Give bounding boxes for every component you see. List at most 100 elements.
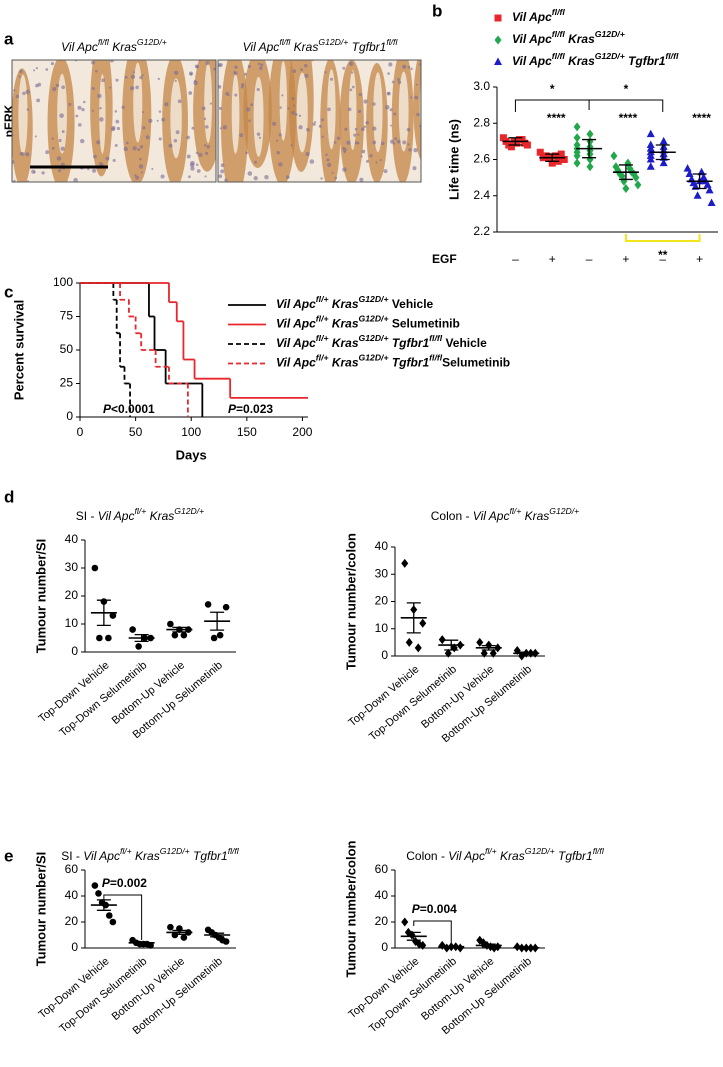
- x-tick-label: 150: [237, 425, 257, 439]
- villus-core: [204, 63, 213, 144]
- text-run: Kras: [565, 54, 595, 68]
- nucleus: [142, 111, 145, 114]
- y-tick-label: 20: [65, 914, 79, 928]
- nucleus: [22, 91, 26, 96]
- nucleus: [220, 163, 225, 168]
- text-run: fl/+: [316, 314, 329, 324]
- nucleus: [241, 83, 245, 87]
- legend-label: Vil Apcfl/fl KrasG12D/+: [512, 29, 625, 46]
- significance: *: [624, 82, 629, 96]
- nucleus: [418, 63, 421, 66]
- nucleus: [158, 137, 162, 141]
- nucleus: [253, 160, 257, 164]
- text-run: Colon -: [431, 509, 473, 523]
- y-tick-label: 60: [65, 862, 79, 876]
- text-run: P: [103, 402, 112, 416]
- text-run: fl/+: [316, 294, 329, 304]
- legend-label: Vil Apcfl/+ KrasG12D/+ Selumetinib: [276, 314, 460, 331]
- error-bar: [481, 644, 496, 651]
- text-run: fl/fl: [593, 846, 605, 856]
- data-point: [646, 129, 655, 138]
- y-tick-label: 20: [65, 588, 79, 602]
- y-tick-label: 60: [375, 862, 389, 876]
- nucleus: [164, 102, 169, 107]
- nucleus: [87, 167, 90, 171]
- villus-core: [231, 73, 240, 154]
- nucleus: [281, 94, 284, 97]
- x-tick-label: +: [549, 252, 556, 266]
- nucleus: [160, 174, 165, 179]
- nucleus: [13, 89, 16, 92]
- nucleus: [418, 124, 421, 128]
- nucleus: [25, 152, 30, 157]
- nucleus: [279, 106, 282, 109]
- nucleus: [201, 106, 206, 111]
- data-point: [610, 151, 618, 161]
- error-bar: [406, 931, 421, 941]
- nucleus: [12, 159, 15, 165]
- villus-core: [398, 71, 409, 152]
- nucleus: [408, 148, 412, 152]
- legend-label: Vil Apcfl/+ KrasG12D/+ Vehicle: [276, 294, 434, 311]
- villus-core: [133, 62, 143, 143]
- nucleus: [250, 103, 254, 107]
- nucleus: [116, 126, 121, 131]
- image-caption: Vil Apcfl/fl KrasG12D/+: [61, 37, 167, 54]
- text-run: G12D/+: [549, 506, 579, 516]
- nucleus: [189, 72, 193, 76]
- nucleus: [186, 154, 191, 159]
- y-tick-label: 75: [60, 309, 74, 323]
- text-run: fl/fl: [429, 333, 443, 343]
- nucleus: [190, 160, 195, 166]
- text-run: Vil Apc: [98, 509, 135, 523]
- y-tick-label: 40: [65, 888, 79, 902]
- nucleus: [137, 148, 141, 152]
- villus-core: [170, 78, 182, 159]
- error-bar: [444, 945, 459, 948]
- nucleus: [239, 133, 244, 138]
- nucleus: [363, 125, 367, 129]
- nucleus: [290, 144, 293, 147]
- nucleus: [58, 138, 62, 143]
- data-point: [573, 151, 581, 161]
- nucleus: [278, 133, 282, 137]
- nucleus: [101, 78, 105, 83]
- y-axis-label: Tumour number/SI: [33, 539, 48, 654]
- nucleus: [361, 149, 366, 154]
- text-run: Tgfbr1: [625, 54, 666, 68]
- text-run: fl/fl: [429, 353, 443, 363]
- text-run: Vil Apc: [512, 10, 552, 24]
- text-run: fl/fl: [228, 846, 240, 856]
- nucleus: [350, 71, 354, 74]
- nucleus: [52, 87, 57, 92]
- y-tick-label: 0: [381, 648, 388, 662]
- nucleus: [205, 125, 209, 129]
- chart-title: SI - Vil Apcfl/+ KrasG12D/+: [76, 506, 204, 523]
- y-axis-label: Percent survival: [11, 300, 26, 400]
- y-tick-label: 2.6: [473, 152, 490, 166]
- text-run: Selumetinib: [442, 356, 510, 370]
- text-run: fl/+: [134, 506, 146, 516]
- text-run: Kras: [329, 317, 359, 331]
- text-run: G12D/+: [160, 846, 190, 856]
- nucleus: [390, 139, 394, 144]
- nucleus: [291, 110, 295, 115]
- x-tick-label: –: [659, 252, 666, 266]
- nucleus: [278, 162, 283, 167]
- x-tick-label: –: [586, 252, 593, 266]
- nucleus: [175, 130, 180, 135]
- data-point: [414, 643, 422, 653]
- text-run: Vil Apc: [61, 40, 98, 54]
- nucleus: [327, 162, 332, 168]
- data-point: [646, 155, 655, 163]
- text-run: G12D/+: [318, 37, 348, 47]
- nucleus: [13, 179, 16, 182]
- nucleus: [344, 127, 348, 131]
- nucleus: [256, 87, 260, 92]
- nucleus: [157, 77, 160, 81]
- nucleus: [191, 126, 195, 130]
- x-tick-label: 50: [129, 425, 143, 439]
- nucleus: [83, 100, 86, 104]
- nucleus: [60, 146, 65, 151]
- p-value: P=0.023: [228, 402, 273, 416]
